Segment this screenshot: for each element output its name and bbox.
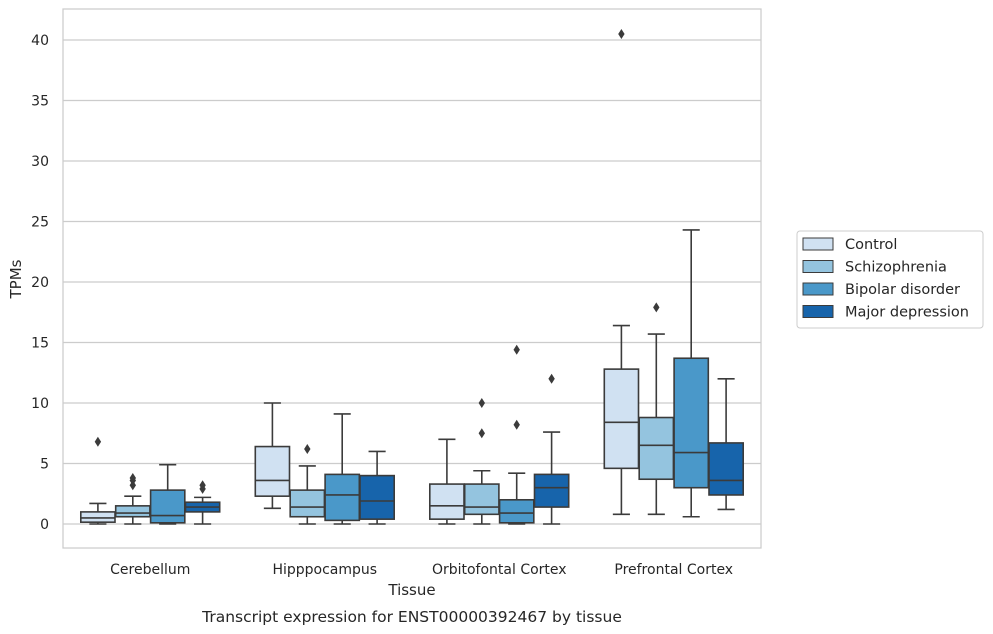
legend-swatch: [802, 260, 834, 273]
outlier-point: [618, 28, 625, 39]
legend-label: Schizophrenia: [845, 260, 947, 276]
legend-label: Bipolar disorder: [845, 282, 960, 298]
iqr-box: [289, 489, 326, 518]
y-tick-labels: 0 5 10 15 20 25 30 35 40: [31, 33, 49, 533]
outlier-point: [653, 302, 660, 313]
iqr-box: [533, 473, 570, 508]
x-tick-label: Orbitofontal Cortex: [432, 562, 567, 578]
legend: Control Schizophrenia Bipolar disorder Majo…: [796, 230, 984, 329]
box-major-depression: [533, 373, 570, 525]
y-tick-label: 5: [40, 457, 49, 473]
box-major-depression: [708, 377, 745, 511]
x-tick-label: Prefrontal Cortex: [614, 562, 733, 578]
y-axis-label: TPMs: [7, 259, 25, 299]
outlier-point: [513, 344, 520, 355]
outlier-point: [478, 398, 485, 408]
outlier-point: [548, 373, 555, 384]
iqr-box: [114, 505, 151, 518]
box-schizophrenia: [114, 473, 151, 525]
box-bipolar-disorder: [149, 463, 186, 525]
iqr-box: [498, 498, 535, 524]
y-tick-label: 10: [31, 396, 49, 412]
x-tick-labels: Cerebellum Hipppocampus Orbitofontal Corte…: [110, 562, 733, 578]
outlier-point: [129, 473, 136, 484]
outlier-point: [478, 428, 485, 439]
x-axis-label: Tissue: [387, 581, 435, 599]
y-tick-label: 20: [31, 275, 49, 291]
box-schizophrenia: [289, 443, 326, 525]
outlier-point: [304, 443, 311, 454]
legend-label: Major depression: [845, 305, 969, 321]
grid-lines: [63, 39, 761, 525]
box-schizophrenia: [463, 398, 500, 525]
iqr-box: [359, 474, 396, 520]
iqr-box: [428, 483, 465, 520]
box-control: [603, 28, 640, 516]
outlier-point: [199, 480, 206, 491]
iqr-box: [149, 489, 186, 524]
legend-swatch: [802, 305, 834, 318]
iqr-box: [708, 442, 745, 496]
iqr-box: [324, 473, 361, 522]
legend-label: Control: [845, 237, 897, 253]
box-bipolar-disorder: [673, 229, 710, 518]
iqr-box: [254, 445, 291, 497]
outlier-point: [94, 436, 102, 447]
box-control: [254, 402, 291, 510]
iqr-box: [638, 416, 675, 481]
legend-swatch: [802, 282, 834, 296]
iqr-box: [673, 357, 710, 489]
box-schizophrenia: [638, 302, 675, 516]
y-tick-label: 15: [31, 336, 49, 352]
y-tick-label: 0: [40, 517, 49, 533]
plot-area-frame: [62, 8, 762, 549]
box-groups: [79, 28, 745, 525]
iqr-box: [603, 368, 640, 470]
iqr-box: [463, 483, 500, 516]
chart-caption: Transcript expression for ENST0000039246…: [201, 608, 622, 626]
y-tick-label: 30: [31, 154, 49, 170]
box-control: [79, 436, 116, 525]
box-major-depression: [359, 450, 396, 525]
y-tick-label: 40: [31, 33, 49, 49]
box-bipolar-disorder: [324, 413, 361, 525]
iqr-box: [79, 511, 116, 523]
x-tick-label: Cerebellum: [110, 562, 190, 578]
outlier-point: [513, 419, 520, 430]
legend-frame: [796, 230, 984, 329]
box-control: [428, 438, 465, 525]
y-tick-label: 35: [31, 94, 49, 110]
box-major-depression: [184, 480, 221, 525]
x-tick-label: Hipppocampus: [272, 562, 377, 578]
legend-swatch: [802, 237, 834, 251]
y-tick-label: 25: [31, 215, 49, 231]
box-bipolar-disorder: [498, 344, 535, 525]
